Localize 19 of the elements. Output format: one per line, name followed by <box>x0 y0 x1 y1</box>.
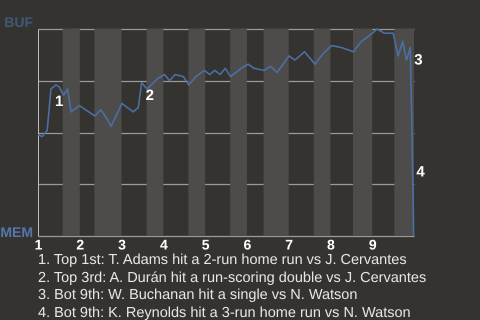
text: 2. Top 3rd: A. Durán hit a run-scoring double vs J. Cervantes <box>38 270 428 287</box>
x-tick-label: 7 <box>285 236 294 252</box>
x-tick-label: 3 <box>118 236 126 252</box>
text: 4. Bot 9th: K. Reynolds hit a 3-run home run vs N. Watson <box>38 304 412 320</box>
text: 3. Bot 9th: W. Buchanan hit a single vs N. Watson <box>38 287 358 304</box>
text: MEM <box>0 224 33 240</box>
annotation: 1 <box>54 93 64 110</box>
x-tick-label: 6 <box>243 236 252 252</box>
annotation: 2 <box>146 86 154 104</box>
text: 1. Top 1st: T. Adams hit a 2-run home run vs J. Cervantes <box>38 252 408 270</box>
x-tick-label: 8 <box>327 236 336 252</box>
x-tick-label: 9 <box>368 236 377 252</box>
x-tick-label: 5 <box>202 236 210 252</box>
x-tick-label: 2 <box>76 236 84 252</box>
text: BUF <box>4 14 34 30</box>
x-tick-label: 4 <box>160 236 168 252</box>
annotation: 4 <box>416 163 426 180</box>
annotation: 3 <box>414 52 423 69</box>
x-tick-label: 1 <box>34 236 43 252</box>
